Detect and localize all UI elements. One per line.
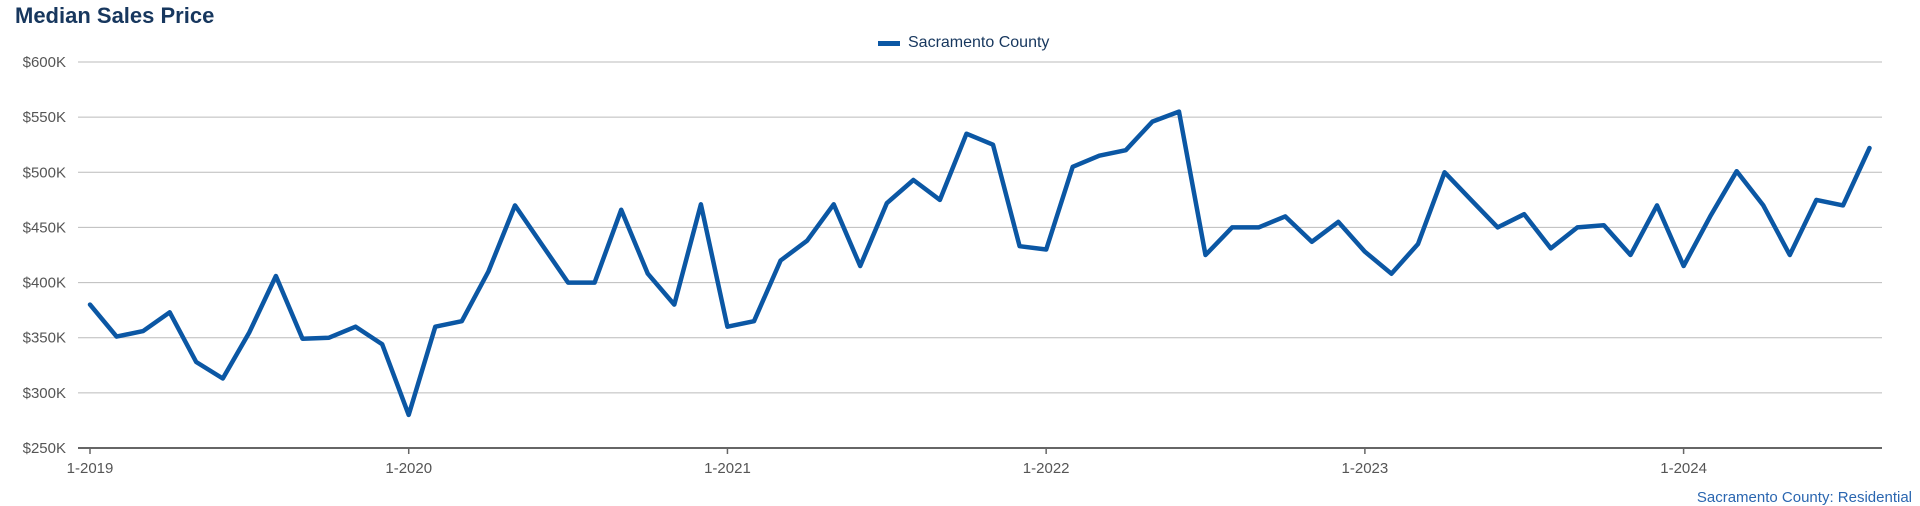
y-tick-label: $600K bbox=[23, 54, 66, 71]
chart-title: Median Sales Price bbox=[15, 3, 215, 28]
legend-label: Sacramento County bbox=[908, 34, 1050, 51]
grid-layer bbox=[78, 61, 1882, 449]
source-label: Sacramento County: Residential bbox=[1696, 489, 1912, 506]
y-tick-label: $450K bbox=[23, 219, 66, 236]
y-tick-label: $350K bbox=[23, 330, 66, 347]
y-tick-label: $300K bbox=[23, 385, 66, 402]
x-tick-label: 1-2020 bbox=[385, 460, 432, 477]
axis-layer: $250K $300K $350K $400K $450K $500K $550K $600K… bbox=[23, 54, 1707, 477]
y-tick-label: $550K bbox=[23, 109, 66, 126]
legend[interactable]: Sacramento County bbox=[878, 34, 1049, 52]
series-layer bbox=[87, 109, 1872, 418]
y-tick-label: $250K bbox=[23, 440, 66, 457]
x-tick-label: 1-2022 bbox=[1023, 460, 1070, 477]
x-tick-label: 1-2024 bbox=[1660, 460, 1707, 477]
legend-swatch bbox=[878, 40, 900, 46]
y-tick-label: $500K bbox=[23, 164, 66, 181]
y-tick-label: $400K bbox=[23, 275, 66, 292]
x-tick-label: 1-2023 bbox=[1342, 460, 1389, 477]
series-line bbox=[87, 109, 1872, 418]
x-tick-label: 1-2019 bbox=[67, 460, 114, 477]
x-tick-label: 1-2021 bbox=[704, 460, 751, 477]
